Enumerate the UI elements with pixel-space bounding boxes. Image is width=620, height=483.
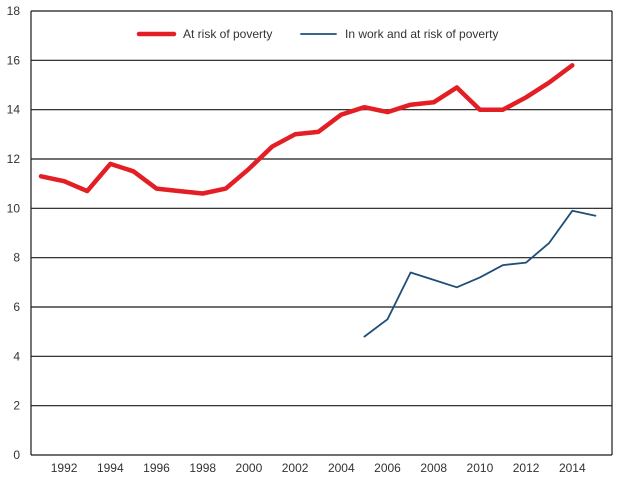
x-tick-label: 1994: [97, 461, 124, 475]
legend: At risk of poverty In work and at risk of…: [136, 27, 498, 41]
x-tick-label: 2014: [559, 461, 586, 475]
y-tick-label: 18: [7, 4, 21, 18]
series-line-2: [363, 209, 597, 338]
legend-label-1: At risk of poverty: [183, 27, 272, 41]
x-tick-label: 1996: [143, 461, 170, 475]
y-tick-label: 6: [13, 300, 20, 314]
y-tick-label: 14: [7, 103, 21, 117]
series-line-1: [38, 63, 575, 196]
plot-frame: [30, 11, 613, 455]
series-lines: [38, 63, 597, 338]
x-tick-label: 2004: [328, 461, 355, 475]
x-tick-label: 2010: [467, 461, 494, 475]
y-tick-label: 2: [13, 399, 20, 413]
y-tick-label: 4: [13, 349, 20, 363]
x-tick-label: 2000: [236, 461, 263, 475]
x-tick-label: 2012: [513, 461, 540, 475]
y-tick-label: 8: [13, 251, 20, 265]
y-tick-label: 12: [7, 152, 21, 166]
x-tick-label: 1998: [189, 461, 216, 475]
x-tick-labels: 1992 1994 1996 1998 2000 2002 2004 2006 2008 2010…: [51, 461, 586, 475]
y-tick-label: 16: [7, 53, 21, 67]
y-tick-label: 10: [7, 201, 21, 215]
legend-label-2: In work and at risk of poverty: [345, 27, 498, 41]
y-tick-labels: 0 2 4 6 8 10 12 14 16 18: [7, 4, 21, 462]
x-tick-label: 2006: [374, 461, 401, 475]
y-tick-label: 0: [13, 448, 20, 462]
x-tick-label: 2002: [282, 461, 309, 475]
gridlines: [31, 10, 612, 456]
x-tick-label: 2008: [420, 461, 447, 475]
x-tick-label: 1992: [51, 461, 78, 475]
